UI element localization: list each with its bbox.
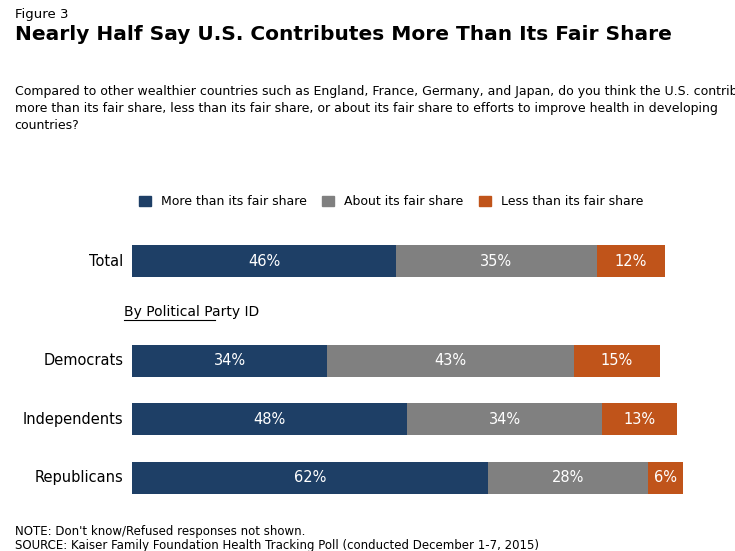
Text: 62%: 62% — [294, 470, 326, 485]
Text: KAISER: KAISER — [650, 513, 695, 523]
Text: FOUNDATION: FOUNDATION — [649, 537, 696, 543]
Bar — [574, 345, 660, 377]
Text: Compared to other wealthier countries such as England, France, Germany, and Japa: Compared to other wealthier countries su… — [15, 85, 735, 132]
Bar — [396, 245, 597, 277]
Text: Republicans: Republicans — [35, 470, 123, 485]
Text: 28%: 28% — [552, 470, 584, 485]
Text: By Political Party ID: By Political Party ID — [123, 305, 259, 318]
Bar — [603, 403, 677, 435]
Text: 46%: 46% — [248, 254, 280, 269]
Bar — [132, 245, 396, 277]
Bar — [648, 462, 683, 494]
Text: 34%: 34% — [214, 353, 245, 368]
Bar — [597, 245, 665, 277]
Text: Total: Total — [90, 254, 123, 269]
Text: 34%: 34% — [489, 412, 521, 426]
Text: 15%: 15% — [600, 353, 633, 368]
Text: Democrats: Democrats — [43, 353, 123, 368]
Text: 43%: 43% — [434, 353, 467, 368]
Text: 6%: 6% — [654, 470, 677, 485]
Legend: More than its fair share, About its fair share, Less than its fair share: More than its fair share, About its fair… — [139, 196, 644, 208]
Text: 35%: 35% — [480, 254, 512, 269]
Text: Figure 3: Figure 3 — [15, 8, 68, 21]
Text: 48%: 48% — [254, 412, 286, 426]
Bar — [327, 345, 574, 377]
Text: SOURCE: Kaiser Family Foundation Health Tracking Poll (conducted December 1-7, 2: SOURCE: Kaiser Family Foundation Health … — [15, 539, 539, 551]
Text: FAMILY: FAMILY — [651, 525, 694, 535]
Bar — [132, 403, 407, 435]
Text: Nearly Half Say U.S. Contributes More Than Its Fair Share: Nearly Half Say U.S. Contributes More Th… — [15, 25, 672, 44]
Bar — [132, 345, 327, 377]
Text: 12%: 12% — [615, 254, 648, 269]
Bar — [132, 462, 488, 494]
Text: Independents: Independents — [23, 412, 123, 426]
Bar — [488, 462, 648, 494]
Bar — [407, 403, 603, 435]
Text: 13%: 13% — [623, 412, 656, 426]
Text: NOTE: Don't know/Refused responses not shown.: NOTE: Don't know/Refused responses not s… — [15, 525, 305, 538]
Text: THE HENRY J.: THE HENRY J. — [649, 504, 696, 510]
